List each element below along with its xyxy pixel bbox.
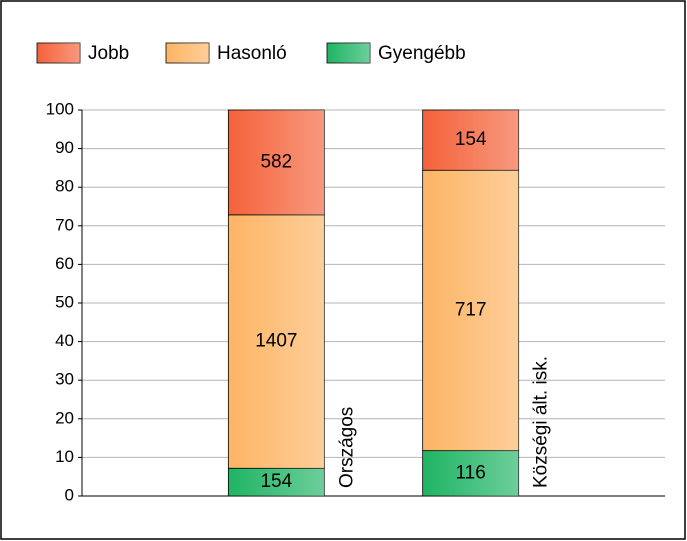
bar-shine	[422, 450, 519, 496]
y-tick-label: 60	[55, 254, 74, 273]
y-tick-label: 90	[55, 138, 74, 157]
value-label: 116	[456, 462, 486, 483]
bar-shine	[228, 110, 325, 215]
x-tick-label: Országos	[336, 407, 357, 488]
legend-shine	[327, 43, 370, 63]
y-tick-label: 80	[55, 177, 74, 196]
legend-label: Jobb	[88, 43, 129, 64]
bar-shine	[228, 468, 325, 496]
y-tick-label: 0	[65, 485, 74, 504]
y-tick-label: 40	[55, 331, 74, 350]
value-label: 154	[455, 129, 487, 150]
y-tick-label: 70	[55, 215, 74, 234]
value-label: 1407	[255, 331, 297, 352]
bar-shine	[228, 214, 325, 469]
legend-label: Hasonló	[217, 43, 287, 64]
value-label: 582	[260, 151, 292, 172]
bar-shine	[422, 170, 519, 451]
legend-shine	[37, 43, 80, 63]
y-tick-label: 100	[46, 99, 74, 118]
legend-shine	[166, 43, 209, 63]
legend-label: Gyengébb	[378, 43, 466, 64]
y-tick-label: 50	[55, 292, 74, 311]
bar-shine	[422, 110, 519, 171]
value-label: 717	[455, 299, 487, 320]
y-tick-label: 30	[55, 370, 74, 389]
x-tick-label: Községi ált. isk.	[531, 356, 552, 488]
y-tick-label: 10	[55, 447, 74, 466]
value-label: 154	[260, 471, 292, 492]
y-tick-label: 20	[55, 408, 74, 427]
